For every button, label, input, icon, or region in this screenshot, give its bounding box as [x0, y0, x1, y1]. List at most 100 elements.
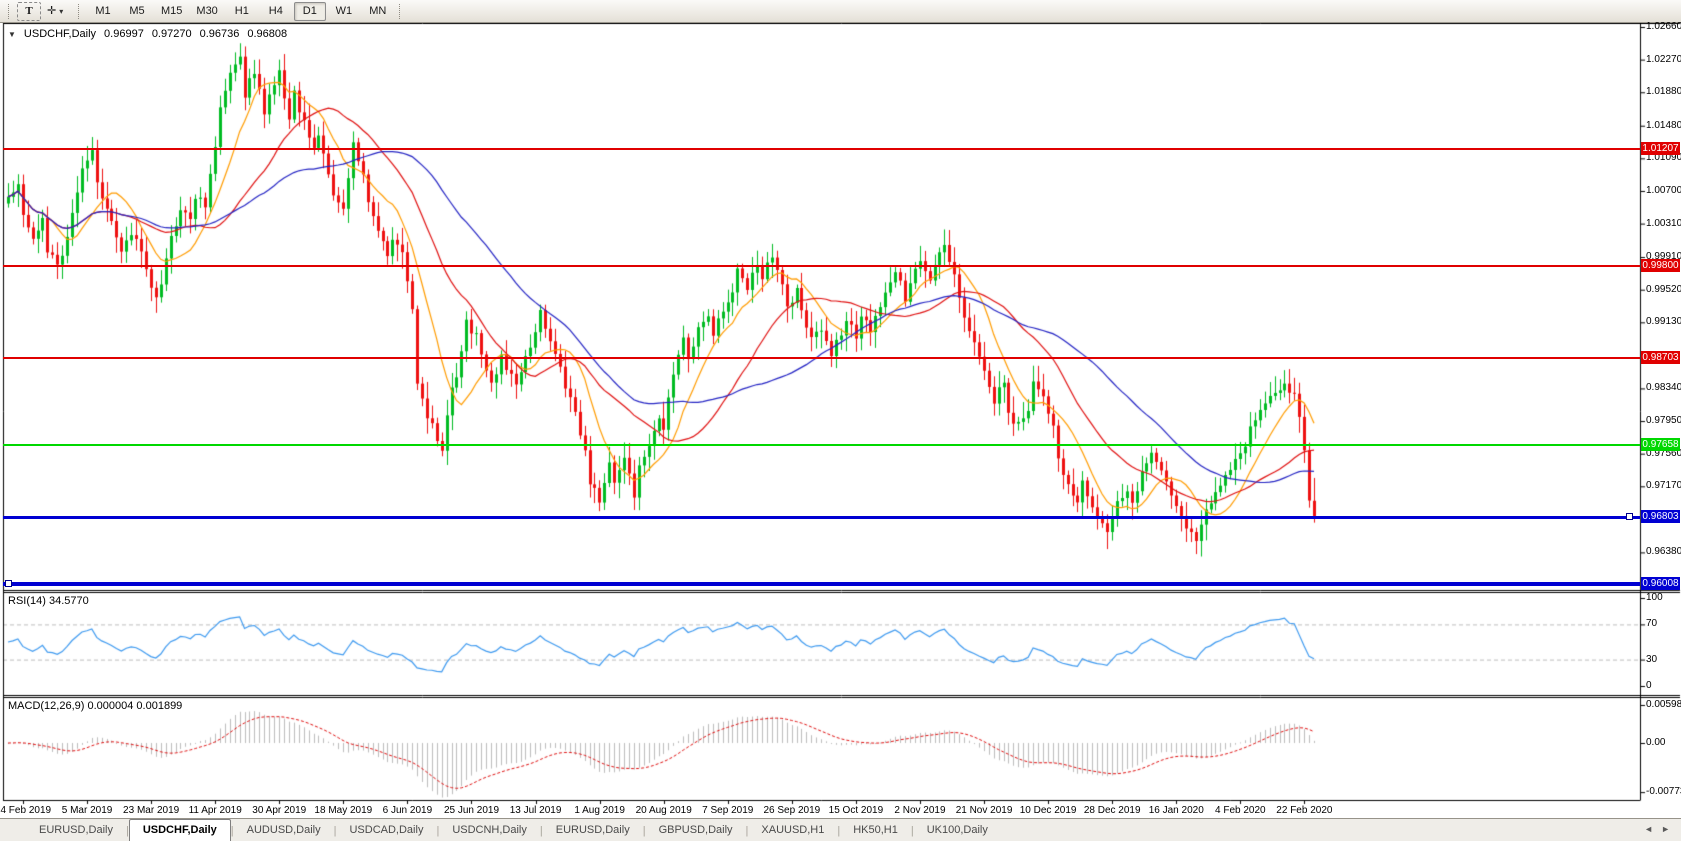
level-line-0.98703[interactable] — [3, 357, 1640, 360]
date-axis-label: 7 Sep 2019 — [702, 805, 754, 816]
price-badge: 0.97658 — [1641, 438, 1680, 452]
date-axis-label: 16 Jan 2020 — [1148, 805, 1204, 816]
chart-tab-usdcnh-daily-4[interactable]: USDCNH,Daily — [452, 824, 527, 836]
date-axis-label: 28 Dec 2019 — [1083, 805, 1141, 816]
price-axis-tick: 1.02660 — [1646, 21, 1681, 32]
price-axis-tick: 0.96380 — [1646, 546, 1681, 558]
rsi-label: RSI(14) 34.5770 — [8, 595, 89, 607]
timeframe-button-h1[interactable]: H1 — [234, 4, 249, 17]
timeframe-button-h4[interactable]: H4 — [268, 4, 283, 17]
macd-axis-tick: 0.005986 — [1646, 698, 1681, 710]
chart-tab-usdcad-daily-3[interactable]: USDCAD,Daily — [349, 824, 424, 836]
ohlc-close: 0.96808 — [247, 28, 288, 40]
tab-separator: | — [539, 825, 543, 837]
chart-tab-uk100-daily-9[interactable]: UK100,Daily — [926, 824, 988, 836]
symbol-tab-bar: EURUSD,Daily | USDCHF,Daily | AUDUSD,Daily | U… — [0, 818, 1681, 841]
level-line-0.99800[interactable] — [3, 265, 1640, 268]
date-axis-label: 30 Apr 2019 — [252, 805, 307, 816]
price-badge: 0.96803 — [1641, 510, 1680, 524]
tab-scroll-left-icon[interactable]: ◄ — [1644, 824, 1654, 834]
tab-scroll-right-icon[interactable]: ► — [1661, 824, 1670, 834]
macd-values: 0.000004 0.001899 — [87, 700, 183, 712]
chart-tab-eurusd-daily-0[interactable]: EURUSD,Daily — [39, 824, 113, 836]
ohlc-low: 0.96736 — [199, 28, 240, 40]
chart-tab-gbpusd-daily-6[interactable]: GBPUSD,Daily — [658, 824, 733, 836]
line-drag-handle[interactable] — [1626, 513, 1633, 521]
date-axis-label: 25 Jun 2019 — [443, 805, 500, 816]
date-axis-label: 6 Jun 2019 — [382, 805, 433, 816]
chart-tab-xauusd-h1-7[interactable]: XAUUSD,H1 — [761, 824, 825, 836]
chart-canvas[interactable] — [0, 23, 1681, 818]
chart-tab-audusd-daily-2[interactable]: AUDUSD,Daily — [246, 824, 321, 836]
timeframe-button-m1[interactable]: M1 — [95, 4, 111, 17]
price-badge: 0.98703 — [1641, 351, 1680, 365]
tab-separator: | — [837, 825, 841, 837]
toolbar-grip[interactable] — [398, 3, 403, 19]
price-axis-tick: 0.98340 — [1646, 382, 1681, 394]
price-badge: 1.01207 — [1641, 141, 1680, 155]
ohlc-expander-icon[interactable]: ▼ — [8, 29, 16, 39]
chart-tab-hk50-h1-8[interactable]: HK50,H1 — [853, 824, 898, 836]
date-axis-label: 10 Dec 2019 — [1019, 805, 1077, 816]
rsi-axis-tick: 0 — [1646, 680, 1652, 691]
crosshair-tool-button[interactable]: ✛ ▾ — [41, 2, 73, 21]
price-axis-tick: 0.99520 — [1646, 283, 1681, 295]
date-axis-label: 26 Sep 2019 — [763, 805, 821, 816]
rsi-name: RSI(14) — [8, 595, 46, 607]
tab-separator: | — [642, 825, 646, 837]
ohlc-high: 0.97270 — [151, 28, 192, 40]
date-axis-label: 14 Feb 2019 — [0, 805, 52, 816]
level-line-0.97658[interactable] — [3, 444, 1640, 447]
tab-scroll-arrows: ◄ ► — [1640, 824, 1674, 834]
price-axis-tick: 1.00310 — [1646, 217, 1681, 229]
date-axis-label: 1 Aug 2019 — [574, 805, 625, 816]
symbol-title: USDCHF,Daily — [23, 28, 97, 40]
tab-separator: | — [436, 825, 440, 837]
price-badge: 0.99800 — [1641, 259, 1680, 273]
toolbar-grip[interactable] — [78, 3, 82, 19]
tab-separator: | — [230, 825, 234, 837]
price-axis-tick: 1.02270 — [1646, 53, 1681, 65]
timeframe-button-d1[interactable]: D1 — [293, 1, 326, 21]
chart-tab-eurusd-daily-5[interactable]: EURUSD,Daily — [555, 824, 630, 836]
level-line-0.96008[interactable] — [3, 581, 1640, 586]
rsi-axis-tick: 100 — [1646, 592, 1663, 603]
line-drag-handle[interactable] — [5, 579, 12, 587]
level-line-0.96803[interactable] — [3, 515, 1640, 519]
date-axis-label: 15 Oct 2019 — [828, 805, 884, 816]
timeframe-button-mn[interactable]: MN — [369, 4, 387, 17]
timeframe-button-m5[interactable]: M5 — [129, 4, 145, 17]
price-badge: 0.96008 — [1641, 576, 1680, 590]
price-axis-tick: 0.97560 — [1646, 447, 1681, 459]
price-axis-tick: 1.01090 — [1646, 152, 1681, 164]
level-line-1.01207[interactable] — [3, 147, 1640, 150]
date-axis-label: 21 Nov 2019 — [955, 805, 1013, 816]
date-axis-label: 11 Apr 2019 — [188, 805, 242, 816]
price-axis-tick: 0.97170 — [1646, 480, 1681, 492]
timeframe-button-w1[interactable]: W1 — [335, 4, 353, 17]
macd-axis-tick: -0.007737 — [1646, 786, 1681, 798]
timeframe-button-m15[interactable]: M15 — [161, 4, 183, 17]
price-axis-tick: 0.97950 — [1646, 415, 1681, 427]
macd-axis-tick: 0.00 — [1646, 737, 1666, 748]
crosshair-icon: ✛ — [47, 4, 57, 17]
tab-separator: | — [125, 825, 129, 837]
price-axis-tick: 0.99130 — [1646, 316, 1681, 328]
timeframe-button-m30[interactable]: M30 — [196, 4, 218, 17]
date-axis-label: 18 May 2019 — [314, 805, 373, 816]
price-axis-tick: 0.99910 — [1646, 251, 1681, 263]
date-axis-label: 20 Aug 2019 — [635, 805, 692, 816]
timeframe-group: M1 M5 M15 M30 H1 H4 D1 W1 MN — [87, 1, 394, 21]
date-axis-label: 13 Jul 2019 — [509, 805, 562, 816]
tab-separator: | — [333, 825, 337, 837]
chevron-down-icon: ▾ — [59, 6, 64, 16]
chart-tab-usdchf-daily-1[interactable]: USDCHF,Daily — [128, 819, 231, 841]
macd-name: MACD(12,26,9) — [8, 700, 85, 712]
symbol-ohlc-header: ▼ USDCHF,Daily 0.96997 0.97270 0.96736 0… — [8, 28, 287, 40]
date-axis-label: 2 Nov 2019 — [894, 805, 946, 816]
toolbar-grip[interactable] — [8, 3, 12, 19]
tab-separator: | — [745, 825, 749, 837]
rsi-value: 34.5770 — [48, 595, 89, 607]
text-tool-button[interactable]: T — [17, 1, 41, 21]
ohlc-open: 0.96997 — [104, 28, 144, 40]
